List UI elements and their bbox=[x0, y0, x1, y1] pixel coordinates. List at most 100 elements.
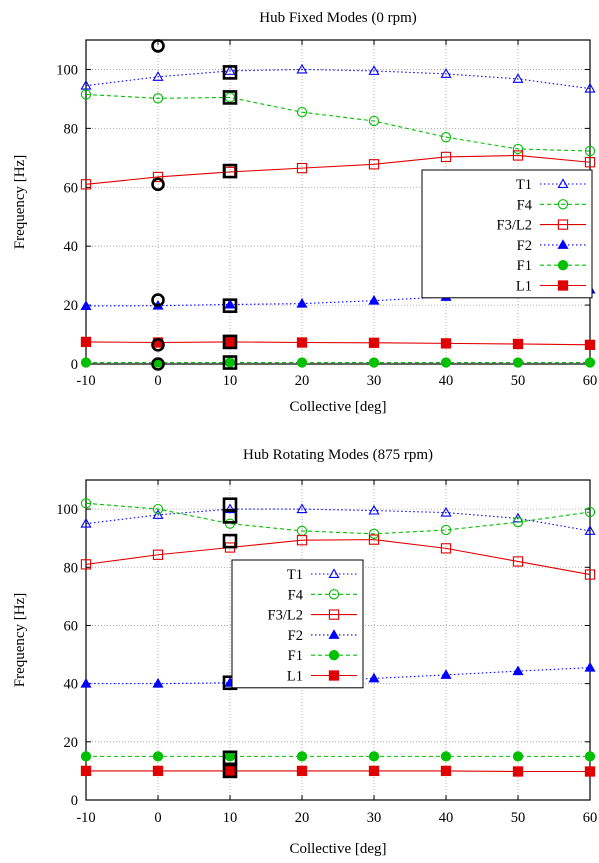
legend: T1 F4 F3/L2 F2 F1 L1 bbox=[231, 559, 364, 689]
legend-item: F2 bbox=[517, 238, 586, 254]
data-point bbox=[440, 68, 452, 78]
data-point bbox=[584, 157, 596, 168]
legend-marker bbox=[328, 589, 340, 600]
y-tick-label: 60 bbox=[64, 180, 79, 196]
data-point bbox=[584, 569, 596, 580]
data-point bbox=[224, 298, 236, 309]
y-axis-label: Frequency [Hz] bbox=[12, 593, 28, 688]
data-point bbox=[368, 534, 380, 545]
data-point bbox=[296, 162, 308, 174]
data-point bbox=[296, 107, 308, 118]
experimental-points bbox=[222, 497, 238, 779]
legend-marker bbox=[328, 568, 340, 579]
experimental-point bbox=[222, 763, 238, 779]
data-point bbox=[224, 336, 236, 348]
legend: T1 F4 F3/L2 F2 F1 L1 bbox=[421, 169, 593, 299]
data-point bbox=[152, 171, 164, 183]
data-point bbox=[368, 751, 380, 762]
legend-item: T1 bbox=[516, 177, 586, 193]
legend-item: F1 bbox=[288, 648, 357, 664]
data-point bbox=[512, 517, 524, 528]
data-point bbox=[80, 179, 92, 190]
data-point bbox=[80, 517, 92, 528]
data-point bbox=[512, 143, 524, 155]
data-point bbox=[368, 765, 380, 777]
data-point bbox=[584, 525, 596, 535]
experimental-point bbox=[151, 338, 165, 352]
experimental-point bbox=[222, 355, 238, 370]
data-point bbox=[512, 751, 524, 762]
legend-item: L1 bbox=[516, 279, 586, 295]
data-point bbox=[440, 765, 452, 777]
experimental-point bbox=[151, 39, 165, 53]
x-tick-label: 50 bbox=[511, 810, 526, 826]
data-point bbox=[368, 65, 380, 75]
x-tick-label: 30 bbox=[367, 810, 382, 826]
x-tick-label: 0 bbox=[154, 810, 161, 826]
legend-item: F4 bbox=[517, 197, 586, 213]
experimental-point bbox=[222, 163, 238, 179]
legend-label: T1 bbox=[287, 567, 303, 583]
y-tick-label: 80 bbox=[64, 560, 79, 576]
data-point bbox=[80, 300, 92, 310]
legend-item: L1 bbox=[287, 669, 357, 685]
x-tick-label: 20 bbox=[295, 373, 310, 389]
y-axis-label: Frequency [Hz] bbox=[12, 155, 28, 250]
x-tick-label: 60 bbox=[583, 373, 598, 389]
data-point bbox=[512, 150, 524, 161]
data-point bbox=[368, 672, 380, 683]
experimental-point bbox=[222, 509, 238, 524]
data-point bbox=[296, 63, 308, 74]
x-tick-label: 40 bbox=[439, 810, 454, 826]
legend-box bbox=[421, 169, 593, 299]
data-point bbox=[152, 677, 164, 688]
x-axis-label: Collective [deg] bbox=[289, 399, 386, 415]
experimental-point bbox=[222, 65, 238, 80]
data-point bbox=[368, 294, 380, 305]
chart-title: Hub Fixed Modes (0 rpm) bbox=[259, 10, 417, 26]
x-tick-label: 0 bbox=[154, 373, 161, 389]
x-tick-label: 10 bbox=[223, 810, 238, 826]
legend-label: F4 bbox=[517, 197, 533, 213]
data-point bbox=[80, 79, 92, 90]
data-point bbox=[512, 766, 524, 777]
data-point bbox=[440, 132, 452, 143]
legend-item: F3/L2 bbox=[268, 608, 357, 624]
data-point bbox=[584, 766, 596, 777]
data-point bbox=[296, 357, 308, 368]
data-point bbox=[440, 357, 452, 368]
series-line bbox=[85, 154, 591, 185]
series-line bbox=[85, 508, 591, 532]
data-point bbox=[224, 765, 236, 777]
data-point bbox=[224, 357, 236, 368]
series-f4 bbox=[80, 89, 596, 157]
data-point bbox=[80, 89, 92, 100]
data-point bbox=[368, 357, 380, 368]
series-l1 bbox=[80, 336, 596, 351]
data-point bbox=[224, 751, 236, 762]
x-axis-label: Collective [deg] bbox=[289, 841, 386, 857]
chart-title: Hub Rotating Modes (875 rpm) bbox=[243, 447, 433, 463]
x-tick-label: 40 bbox=[439, 373, 454, 389]
series-l1 bbox=[80, 765, 596, 777]
y-tick-label: 80 bbox=[64, 121, 79, 137]
data-point bbox=[224, 503, 236, 514]
legend-marker bbox=[557, 280, 569, 291]
y-tick-label: 20 bbox=[64, 735, 79, 751]
data-point bbox=[296, 765, 308, 777]
legend-marker bbox=[328, 670, 340, 681]
data-point bbox=[224, 92, 236, 103]
legend-item: F4 bbox=[288, 587, 357, 603]
legend-item: F1 bbox=[517, 258, 586, 274]
legend-marker bbox=[557, 178, 569, 188]
data-point bbox=[440, 506, 452, 517]
legend-label: F3/L2 bbox=[268, 608, 303, 624]
legend-item: F3/L2 bbox=[497, 218, 586, 234]
legend-item: F2 bbox=[288, 628, 357, 644]
data-point bbox=[80, 336, 92, 348]
data-point bbox=[296, 751, 308, 762]
data-point bbox=[512, 338, 524, 350]
data-point bbox=[512, 556, 524, 567]
x-tick-label: 20 bbox=[295, 810, 310, 826]
